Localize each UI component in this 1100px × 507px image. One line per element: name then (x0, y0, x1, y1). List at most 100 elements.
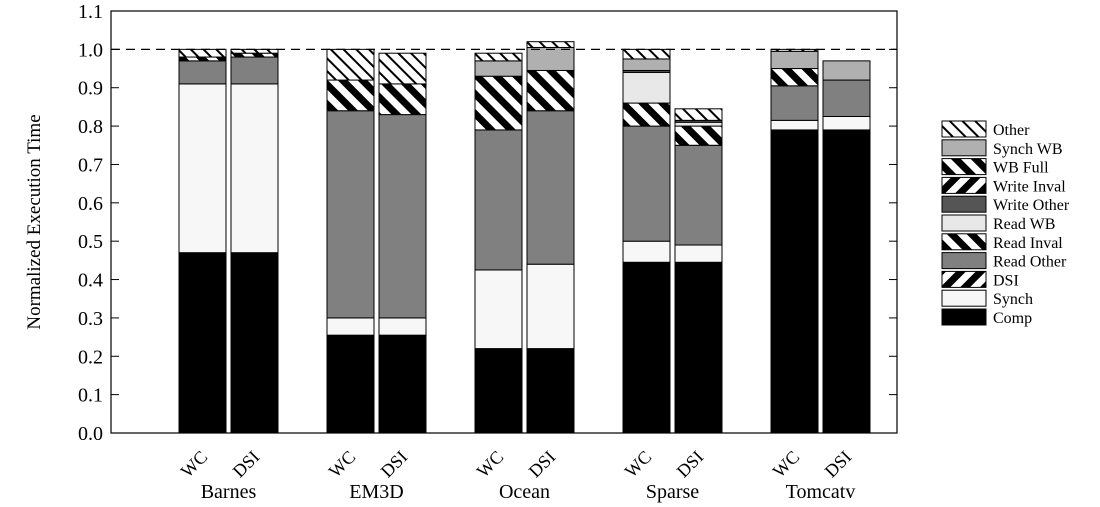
bars-layer (178, 41, 871, 434)
group-label: EM3D (349, 481, 403, 503)
y-tick-label: 0.3 (78, 308, 103, 330)
bar-segment-wb-full (378, 83, 427, 116)
legend-swatch (941, 176, 987, 194)
bar-segment-read-other (526, 110, 575, 265)
plot-frame (110, 10, 898, 434)
y-tick-label: 0.5 (78, 231, 103, 253)
y-tick-label: 0.8 (78, 116, 103, 138)
y-axis-label: Normalized Execution Time (24, 114, 45, 329)
bar-segment-comp (622, 261, 671, 434)
bar-segment-wb-full (526, 69, 575, 112)
bar-segment-comp (178, 252, 227, 434)
bar-segment-comp (526, 348, 575, 434)
bar-segment-wb-full (230, 52, 279, 58)
bar-segment-synch (526, 263, 575, 350)
group-label: Tomcatv (786, 481, 856, 503)
bar-label: DSI (229, 447, 264, 482)
y-tick-label: 0.2 (78, 346, 103, 368)
bar-segment-read-other (378, 114, 427, 319)
legend-label: WB Full (993, 160, 1049, 177)
legend-swatch (941, 252, 987, 270)
bar-segment-synch-wb (474, 60, 523, 77)
bar-segment-synch (674, 244, 723, 263)
bar-segment-other (674, 108, 723, 121)
legend-swatch (941, 270, 987, 288)
bar-segment-synch-wb (526, 46, 575, 71)
bar-segment-wb-full (326, 79, 375, 112)
y-tick-label: 0.4 (78, 270, 103, 292)
legend-label: Comp (993, 310, 1032, 327)
bar-segment-read-other (230, 56, 279, 85)
legend-label: Write Other (993, 197, 1070, 214)
bar-segment-other (622, 48, 671, 60)
bar-segment-comp (326, 334, 375, 434)
bar-segment-read-other (178, 60, 227, 85)
y-tick-label: 1.0 (78, 39, 103, 61)
bar-segment-read-wb (622, 71, 671, 104)
bar-segment-synch-wb (822, 60, 871, 81)
legend-label: Read Inval (993, 235, 1063, 252)
bar-segment-read-inval (770, 68, 819, 87)
bar-segment-synch (230, 83, 279, 254)
bar-segment-wb-full (178, 56, 227, 62)
bar-label: DSI (821, 447, 856, 482)
group-label: Sparse (646, 481, 699, 503)
y-tick-label: 0.9 (78, 78, 103, 100)
y-tick-label: 0.1 (78, 385, 103, 407)
legend-label: Read Other (993, 254, 1067, 271)
bar-segment-comp (230, 252, 279, 434)
y-tick-label: 1.1 (78, 1, 103, 23)
group-label: Ocean (499, 481, 550, 503)
bar-label: DSI (525, 447, 560, 482)
y-tick-label: 0.0 (78, 423, 103, 445)
legend-swatch (941, 308, 987, 326)
bar-label: WC (769, 447, 804, 482)
legend-label: Other (993, 122, 1030, 139)
bar-label: DSI (673, 447, 708, 482)
bar-label: WC (621, 447, 656, 482)
bar-segment-other (526, 41, 575, 48)
bar-segment-read-other (770, 85, 819, 121)
bar-segment-synch (378, 317, 427, 336)
bar-segment-comp (822, 129, 871, 434)
legend-swatch (941, 139, 987, 157)
bar-segment-read-inval (622, 102, 671, 127)
legend-label: Synch WB (993, 141, 1062, 158)
y-tick-label: 0.7 (78, 154, 103, 176)
bar-segment-comp (474, 348, 523, 434)
group-label: Barnes (201, 481, 257, 503)
bar-segment-synch (822, 116, 871, 131)
bar-label: DSI (377, 447, 412, 482)
bar-segment-other (474, 52, 523, 62)
bar-segment-synch (474, 269, 523, 350)
y-tick-label: 0.6 (78, 193, 103, 215)
bar-segment-synch-wb (622, 58, 671, 71)
bar-segment-other (378, 52, 427, 85)
bar-segment-read-other (674, 144, 723, 246)
bar-segment-synch (326, 317, 375, 336)
bar-label: WC (325, 447, 360, 482)
legend-swatch (941, 289, 987, 307)
bar-segment-comp (378, 334, 427, 434)
bar-segment-read-wb (674, 121, 723, 127)
bar-segment-comp (674, 261, 723, 434)
legend-swatch (941, 120, 987, 138)
bar-segment-synch-wb (770, 50, 819, 70)
bar-segment-read-other (474, 129, 523, 271)
bar-segment-read-other (326, 110, 375, 319)
y-axis-ticks: 0.0 0.1 0.2 0.3 0.4 0.5 0.6 0.7 0.8 0.9 1.0 1.1 (78, 1, 897, 445)
bar-segment-read-other (822, 79, 871, 117)
bar-segment-synch (622, 240, 671, 263)
bar-label: WC (473, 447, 508, 482)
legend-swatch (941, 195, 987, 213)
bar-label: WC (177, 447, 212, 482)
legend-label: Read WB (993, 216, 1055, 233)
bar-segment-other (178, 48, 227, 58)
legend-swatch (941, 214, 987, 232)
legend-swatch (941, 233, 987, 251)
legend-swatch (941, 158, 987, 176)
bar-segment-other (326, 48, 375, 81)
